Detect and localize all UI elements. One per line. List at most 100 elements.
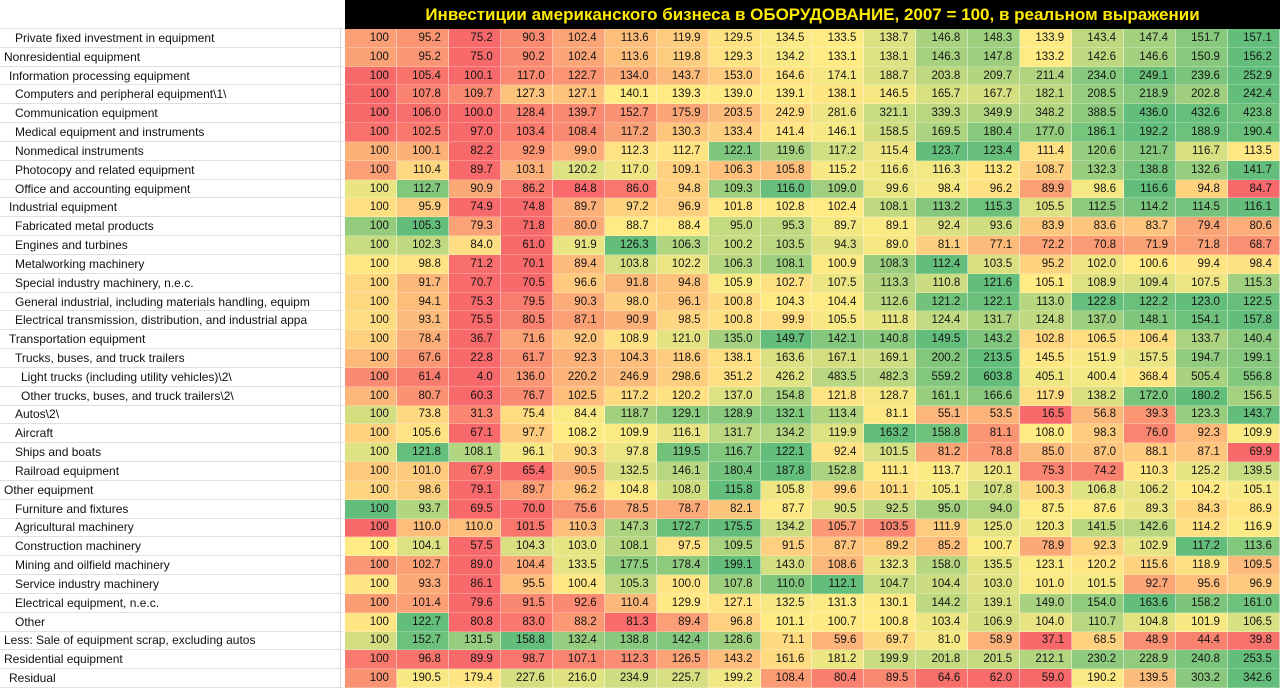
table-row: Communication equipment 100 106.0 100.0 128.…: [0, 104, 1280, 124]
value-cell: 86.2: [500, 179, 553, 199]
value-cell: 92.4: [812, 443, 865, 463]
value-cell: 158.8: [500, 631, 553, 651]
value-cell: 110.0: [760, 575, 813, 594]
value-cell: 90.9: [448, 179, 501, 199]
value-cell: 89.5: [864, 669, 917, 688]
value-cell: 113.3: [864, 273, 917, 293]
value-cell: 107.5: [812, 273, 865, 293]
value-cell: 242.9: [760, 104, 813, 124]
value-cell: 121.0: [656, 330, 709, 350]
value-cell: 98.5: [656, 311, 709, 331]
label-gap: [341, 217, 345, 237]
value-cell: 85.2: [916, 537, 969, 557]
value-cell: 88.7: [604, 217, 657, 237]
value-cell: 89.0: [448, 556, 501, 576]
table-row: Furniture and fixtures 100 93.7 69.5 70.0 75.…: [0, 499, 1280, 519]
value-cell: 105.7: [812, 518, 865, 538]
table-row: Ships and boats 100 121.8 108.1 96.1 90.3 97.8…: [0, 443, 1280, 463]
value-cell: 100: [345, 104, 397, 124]
value-cell: 72.2: [1020, 236, 1073, 255]
value-cell: 96.6: [552, 273, 605, 293]
value-cell: 108.1: [864, 198, 917, 218]
table-row: Computers and peripheral equipment\1\ 100…: [0, 85, 1280, 105]
value-cell: 144.2: [916, 593, 969, 613]
value-cell: 122.1: [708, 141, 761, 161]
table-row: Autos\2\ 100 73.8 31.3 75.4 84.4 118.7 129.1 128…: [0, 405, 1280, 425]
value-cell: 118.7: [604, 405, 657, 425]
value-cell: 342.6: [1227, 669, 1280, 688]
value-cell: 117.2: [812, 141, 865, 161]
table-row: Electrical equipment, n.e.c. 100 101.4 79.6…: [0, 593, 1280, 613]
value-cell: 74.2: [1072, 462, 1125, 481]
value-cell: 203.8: [916, 66, 969, 86]
value-cell: 100.0: [656, 575, 709, 594]
row-label: Information processing equipment: [0, 66, 341, 86]
value-cell: 98.0: [604, 292, 657, 312]
row-values: 100 100.1 82.2 92.9 99.0 112.3 112.7 122.1 119.6…: [345, 141, 1280, 161]
value-cell: 188.9: [1176, 123, 1228, 142]
value-cell: 31.3: [448, 405, 501, 425]
value-cell: 102.5: [396, 123, 449, 142]
value-cell: 143.7: [1227, 405, 1280, 425]
value-cell: 89.3: [1124, 499, 1176, 519]
value-cell: 175.9: [656, 104, 709, 124]
value-cell: 104.1: [396, 537, 449, 557]
value-cell: 105.6: [396, 424, 449, 444]
value-cell: 138.1: [708, 349, 761, 368]
value-cell: 101.5: [500, 518, 553, 538]
table-row: Other 100 122.7 80.8 83.0 88.2 81.3 89.4 96.8 101…: [0, 612, 1280, 632]
label-gap: [341, 612, 345, 632]
value-cell: 190.5: [396, 669, 449, 688]
value-cell: 559.2: [916, 367, 969, 387]
value-cell: 108.1: [760, 254, 813, 274]
value-cell: 199.9: [864, 650, 917, 670]
value-cell: 104.4: [812, 292, 865, 312]
value-cell: 108.3: [864, 254, 917, 274]
value-cell: 116.7: [1176, 141, 1228, 161]
value-cell: 216.0: [552, 669, 605, 688]
value-cell: 154.1: [1176, 311, 1228, 331]
value-cell: 177.0: [1020, 123, 1073, 142]
value-cell: 118.6: [656, 349, 709, 368]
value-cell: 146.8: [916, 29, 969, 48]
value-cell: 218.9: [1124, 85, 1176, 105]
value-cell: 132.3: [1072, 160, 1125, 180]
value-cell: 113.4: [812, 405, 865, 425]
value-cell: 132.6: [1176, 160, 1228, 180]
value-cell: 111.1: [864, 462, 917, 481]
value-cell: 71.1: [760, 631, 813, 651]
value-cell: 83.9: [1020, 217, 1073, 237]
value-cell: 95.0: [916, 499, 969, 519]
row-values: 100 80.7 60.3 76.7 102.5 117.2 120.2 137.0 154.8…: [345, 386, 1280, 406]
value-cell: 89.0: [864, 236, 917, 255]
value-cell: 149.7: [760, 330, 813, 350]
value-cell: 157.8: [1227, 311, 1280, 331]
value-cell: 111.8: [864, 311, 917, 331]
value-cell: 149.0: [1020, 593, 1073, 613]
page-title: Инвестиции американского бизнеса в ОБОРУ…: [425, 4, 1200, 24]
value-cell: 67.1: [448, 424, 501, 444]
value-cell: 100: [345, 386, 397, 406]
value-cell: 100: [345, 179, 397, 199]
value-cell: 107.5: [1176, 273, 1228, 293]
row-label: General industrial, including materials …: [0, 292, 341, 312]
label-gap: [341, 349, 345, 368]
value-cell: 109.7: [448, 85, 501, 105]
value-cell: 100.7: [812, 612, 865, 632]
table-row: Electrical transmission, distribution, a…: [0, 311, 1280, 331]
value-cell: 140.4: [1227, 330, 1280, 350]
value-cell: 125.2: [1176, 462, 1228, 481]
value-cell: 97.5: [656, 537, 709, 557]
value-cell: 146.3: [916, 47, 969, 67]
value-cell: 75.3: [1020, 462, 1073, 481]
value-cell: 131.5: [448, 631, 501, 651]
value-cell: 142.1: [812, 330, 865, 350]
value-cell: 94.0: [968, 499, 1021, 519]
value-cell: 117.2: [1176, 537, 1228, 557]
value-cell: 71.8: [1176, 236, 1228, 255]
value-cell: 100.0: [448, 104, 501, 124]
value-cell: 100.4: [552, 575, 605, 594]
value-cell: 100: [345, 311, 397, 331]
row-label: Nonresidential equipment: [0, 47, 341, 67]
value-cell: 100.7: [968, 537, 1021, 557]
